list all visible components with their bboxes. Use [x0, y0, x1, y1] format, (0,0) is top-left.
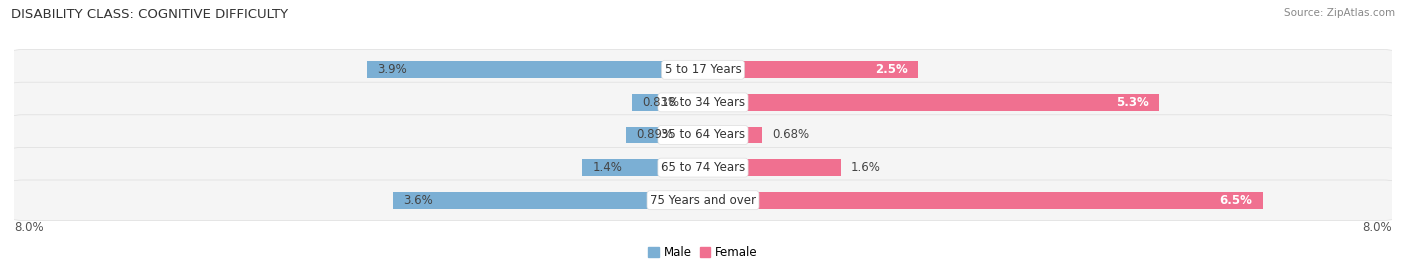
Bar — [367, 61, 703, 78]
FancyBboxPatch shape — [7, 115, 1399, 155]
Text: 5.3%: 5.3% — [1116, 96, 1149, 109]
Text: 3.6%: 3.6% — [404, 194, 433, 207]
Text: 65 to 74 Years: 65 to 74 Years — [661, 161, 745, 174]
Bar — [631, 94, 703, 111]
Text: 8.0%: 8.0% — [1362, 221, 1392, 234]
Text: 18 to 34 Years: 18 to 34 Years — [661, 96, 745, 109]
Bar — [703, 94, 1160, 111]
Text: 8.0%: 8.0% — [14, 221, 44, 234]
FancyBboxPatch shape — [7, 180, 1399, 220]
Bar — [703, 127, 762, 143]
Text: 1.4%: 1.4% — [593, 161, 623, 174]
FancyBboxPatch shape — [7, 147, 1399, 188]
Bar — [392, 192, 703, 209]
Text: 6.5%: 6.5% — [1219, 194, 1253, 207]
Text: 35 to 64 Years: 35 to 64 Years — [661, 129, 745, 141]
FancyBboxPatch shape — [7, 82, 1399, 123]
Legend: Male, Female: Male, Female — [644, 241, 762, 264]
Bar — [626, 127, 703, 143]
Text: 0.89%: 0.89% — [637, 129, 673, 141]
Text: 3.9%: 3.9% — [377, 63, 408, 76]
Bar — [582, 159, 703, 176]
FancyBboxPatch shape — [7, 50, 1399, 90]
Text: 75 Years and over: 75 Years and over — [650, 194, 756, 207]
Text: 2.5%: 2.5% — [875, 63, 908, 76]
Text: Source: ZipAtlas.com: Source: ZipAtlas.com — [1284, 8, 1395, 18]
Bar — [703, 192, 1263, 209]
Bar — [703, 159, 841, 176]
Text: 0.83%: 0.83% — [643, 96, 679, 109]
Text: DISABILITY CLASS: COGNITIVE DIFFICULTY: DISABILITY CLASS: COGNITIVE DIFFICULTY — [11, 8, 288, 21]
Text: 1.6%: 1.6% — [851, 161, 882, 174]
Bar — [703, 61, 918, 78]
Text: 0.68%: 0.68% — [772, 129, 808, 141]
Text: 5 to 17 Years: 5 to 17 Years — [665, 63, 741, 76]
